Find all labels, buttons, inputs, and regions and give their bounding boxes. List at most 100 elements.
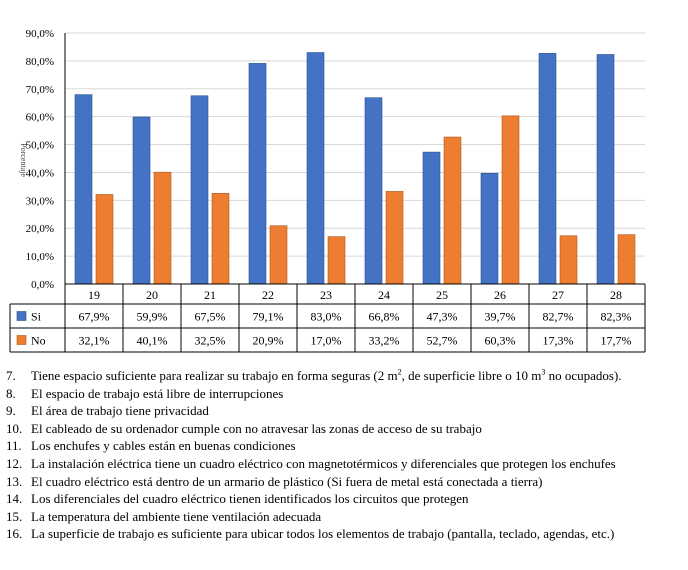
- bar-si-24: [364, 97, 383, 285]
- data-label: 83,0%: [311, 310, 342, 324]
- bar-no-22: [269, 225, 288, 285]
- gridlines: [65, 32, 645, 257]
- bar-no-28: [617, 234, 636, 285]
- data-label: 67,5%: [195, 310, 226, 324]
- note-text: La superficie de trabajo es suficiente p…: [31, 526, 615, 542]
- data-label: 66,8%: [369, 310, 400, 324]
- y-tick-label: 30,0%: [26, 195, 54, 207]
- data-label: 79,1%: [253, 310, 284, 324]
- note-number: 8.: [6, 385, 16, 401]
- data-label: 39,7%: [485, 310, 516, 324]
- note-item: 13. El cuadro eléctrico está dentro de un…: [6, 473, 682, 491]
- x-tick-label: 20: [146, 288, 158, 302]
- note-text: El cableado de su ordenador cumple con n…: [31, 420, 482, 436]
- note-text: Tiene espacio suficiente para realizar s…: [31, 367, 622, 383]
- x-tick-label: 22: [262, 288, 274, 302]
- x-tick-label: 27: [552, 288, 564, 302]
- data-label: 32,5%: [195, 334, 226, 348]
- note-text: Los enchufes y cables están en buenas co…: [31, 438, 296, 454]
- bar-no-20: [153, 171, 172, 285]
- question-notes: 7. Tiene espacio suficiente para realizar…: [6, 367, 682, 543]
- note-item: 8. El espacio de trabajo está libre de in…: [6, 385, 682, 403]
- bar-chart: 0,0% 10,0% 20,0% 30,0% 40,0% 50,0% 60,0% 70,0% 8…: [9, 28, 646, 353]
- x-tick-label: 25: [436, 288, 448, 302]
- data-label: 59,9%: [137, 310, 168, 324]
- x-tick-label: 21: [204, 288, 216, 302]
- bar-si-26: [480, 172, 499, 285]
- bars: [74, 52, 636, 285]
- data-label: 52,7%: [427, 334, 458, 348]
- bar-si-23: [306, 52, 325, 285]
- bar-no-19: [95, 194, 114, 285]
- bar-no-24: [385, 191, 404, 285]
- note-number: 12.: [6, 455, 23, 471]
- bar-si-20: [132, 116, 151, 285]
- y-tick-label: 90,0%: [26, 28, 54, 40]
- note-text: El área de trabajo tiene privacidad: [31, 403, 209, 419]
- bar-no-23: [327, 236, 346, 285]
- note-item: 12. La instalación eléctrica tiene un cua…: [6, 455, 682, 473]
- y-axis-ticks: 0,0% 10,0% 20,0% 30,0% 40,0% 50,0% 60,0% 70,0% 8…: [26, 28, 54, 291]
- x-tick-label: 28: [610, 288, 622, 302]
- note-text: El espacio de trabajo está libre de inte…: [31, 385, 284, 401]
- bar-si-22: [248, 63, 267, 285]
- y-tick-label: 70,0%: [26, 84, 54, 96]
- bar-si-19: [74, 94, 93, 285]
- bar-si-28: [596, 54, 615, 285]
- bar-no-26: [501, 115, 520, 285]
- data-label: 17,3%: [543, 334, 574, 348]
- note-number: 13.: [6, 473, 23, 489]
- bar-si-25: [422, 151, 441, 285]
- note-item: 11. Los enchufes y cables están en buenas…: [6, 437, 682, 455]
- data-label: 40,1%: [137, 334, 168, 348]
- note-item: 16. La superficie de trabajo es suficient…: [6, 525, 682, 543]
- note-item: 10. El cableado de su ordenador cumple co…: [6, 420, 682, 438]
- y-tick-label: 80,0%: [26, 56, 54, 68]
- note-item: 9. El área de trabajo tiene privacidad: [6, 402, 682, 420]
- x-tick-label: 24: [378, 288, 390, 302]
- bar-no-21: [211, 193, 230, 285]
- legend-label-no: No: [31, 334, 46, 348]
- x-tick-label: 26: [494, 288, 506, 302]
- data-table: 19 20 21 22 23 24 25 26 27 28 Si 67,9% 59,9% 67,5% 79,…: [9, 33, 646, 353]
- x-tick-label: 19: [88, 288, 100, 302]
- note-text: El cuadro eléctrico está dentro de un ar…: [31, 473, 543, 489]
- legend-label-si: Si: [31, 310, 42, 324]
- y-tick-label: 40,0%: [26, 167, 54, 179]
- bar-no-25: [443, 136, 462, 285]
- data-label: 33,2%: [369, 334, 400, 348]
- note-text: La temperatura del ambiente tiene ventil…: [31, 508, 322, 524]
- data-label: 67,9%: [79, 310, 110, 324]
- note-number: 7.: [6, 368, 16, 383]
- data-label: 82,3%: [601, 310, 632, 324]
- y-tick-label: 10,0%: [26, 251, 54, 263]
- y-tick-label: 20,0%: [26, 223, 54, 235]
- note-item: 15. La temperatura del ambiente tiene ven…: [6, 508, 682, 526]
- x-tick-label: 23: [320, 288, 332, 302]
- y-tick-label: 50,0%: [26, 140, 54, 152]
- data-label: 47,3%: [427, 310, 458, 324]
- data-label: 17,7%: [601, 334, 632, 348]
- y-tick-label: 60,0%: [26, 112, 54, 124]
- legend-swatch-si: [16, 311, 27, 321]
- note-number: 15.: [6, 508, 23, 524]
- bar-no-27: [559, 235, 578, 285]
- data-label: 82,7%: [543, 310, 574, 324]
- y-tick-label: 0,0%: [31, 279, 54, 291]
- note-item: 7. Tiene espacio suficiente para realizar…: [6, 367, 682, 385]
- data-label: 32,1%: [79, 334, 110, 348]
- note-number: 9.: [6, 403, 16, 419]
- note-number: 10.: [6, 420, 23, 436]
- note-text: La instalación eléctrica tiene un cuadro…: [31, 455, 616, 471]
- data-label: 20,9%: [253, 334, 284, 348]
- note-text: Los diferenciales del cuadro eléctrico t…: [31, 491, 469, 507]
- note-item: 14. Los diferenciales del cuadro eléctric…: [6, 490, 682, 508]
- data-label: 60,3%: [485, 334, 516, 348]
- data-label: 17,0%: [311, 334, 342, 348]
- note-number: 11.: [6, 438, 22, 454]
- note-number: 14.: [6, 491, 23, 507]
- bar-si-27: [538, 53, 557, 285]
- legend-swatch-no: [16, 335, 27, 345]
- note-number: 16.: [6, 526, 23, 542]
- bar-si-21: [190, 95, 209, 285]
